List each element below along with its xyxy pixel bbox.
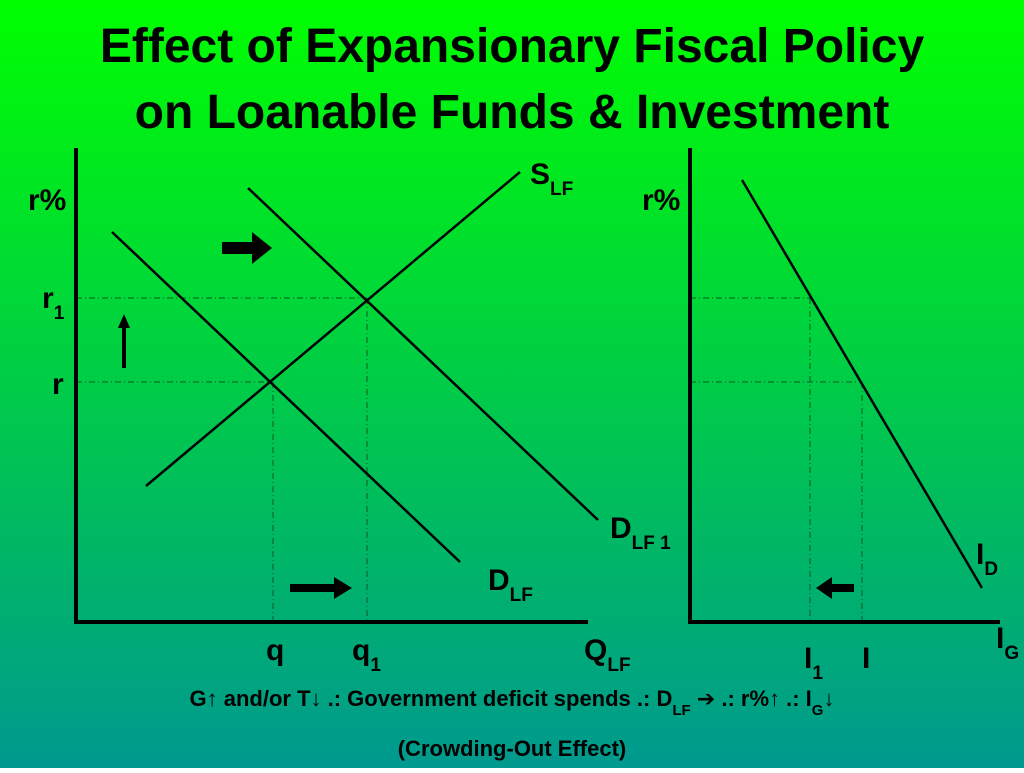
caption-text: G↑ and/or T↓ .: Government deficit spend… <box>190 686 673 711</box>
caption-text: ↓ <box>823 686 834 711</box>
label-main: r <box>42 282 54 315</box>
up-arrow <box>118 314 130 368</box>
left-graph: r% SLF r1 r DLF 1 DLF q q1 QLF <box>28 148 671 676</box>
label-main: S <box>530 158 550 191</box>
shift-arrow <box>222 232 272 264</box>
shift-arrow <box>816 577 854 599</box>
caption-sub: LF <box>672 702 690 719</box>
label-main: q <box>352 634 370 667</box>
label-main: I <box>976 538 984 571</box>
rate-label: r1 <box>42 282 65 324</box>
rate-label: r <box>52 368 64 401</box>
label-sub: LF <box>510 585 533 606</box>
caption-note: (Crowding-Out Effect) <box>398 736 627 761</box>
investment-label: I1 <box>804 642 823 684</box>
title: on Loanable Funds & Investment <box>135 86 890 139</box>
investment-label: I <box>862 642 870 675</box>
curve-label: DLF <box>488 564 533 606</box>
axis-label: IG <box>996 622 1019 664</box>
axis-label: r% <box>642 184 680 217</box>
label-main: D <box>610 512 632 545</box>
quantity-label: q <box>266 634 284 667</box>
label-sub: 1 <box>370 655 381 676</box>
label-sub: D <box>984 559 998 580</box>
curve-label: DLF 1 <box>610 512 671 554</box>
right-graph: r% ID IG I1 I <box>642 148 1019 684</box>
shift-arrow <box>290 577 352 599</box>
caption-text: ➔ .: r%↑ .: I <box>691 686 812 711</box>
label-sub: 1 <box>812 663 823 684</box>
label-sub: LF 1 <box>632 533 671 554</box>
label-sub: G <box>1004 643 1019 664</box>
label-sub: LF <box>550 179 573 200</box>
label-sub: 1 <box>54 303 65 324</box>
label-main: Q <box>584 634 607 667</box>
label-main: D <box>488 564 510 597</box>
caption-sub: G <box>812 702 824 719</box>
label-main: I <box>996 622 1004 655</box>
title: Effect of Expansionary Fiscal Policy <box>100 20 925 73</box>
investment-demand-curve <box>740 179 984 589</box>
curve-label: ID <box>976 538 998 580</box>
axis-label: QLF <box>584 634 631 676</box>
label-sub: LF <box>607 655 630 676</box>
curve-label: SLF <box>530 158 573 200</box>
axis-label: r% <box>28 184 66 217</box>
caption: G↑ and/or T↓ .: Government deficit spend… <box>190 686 835 719</box>
label-main: I <box>804 642 812 675</box>
quantity-label: q1 <box>352 634 381 676</box>
demand-curve <box>111 231 461 563</box>
supply-curve <box>145 171 521 487</box>
demand-curve-new <box>247 187 599 521</box>
